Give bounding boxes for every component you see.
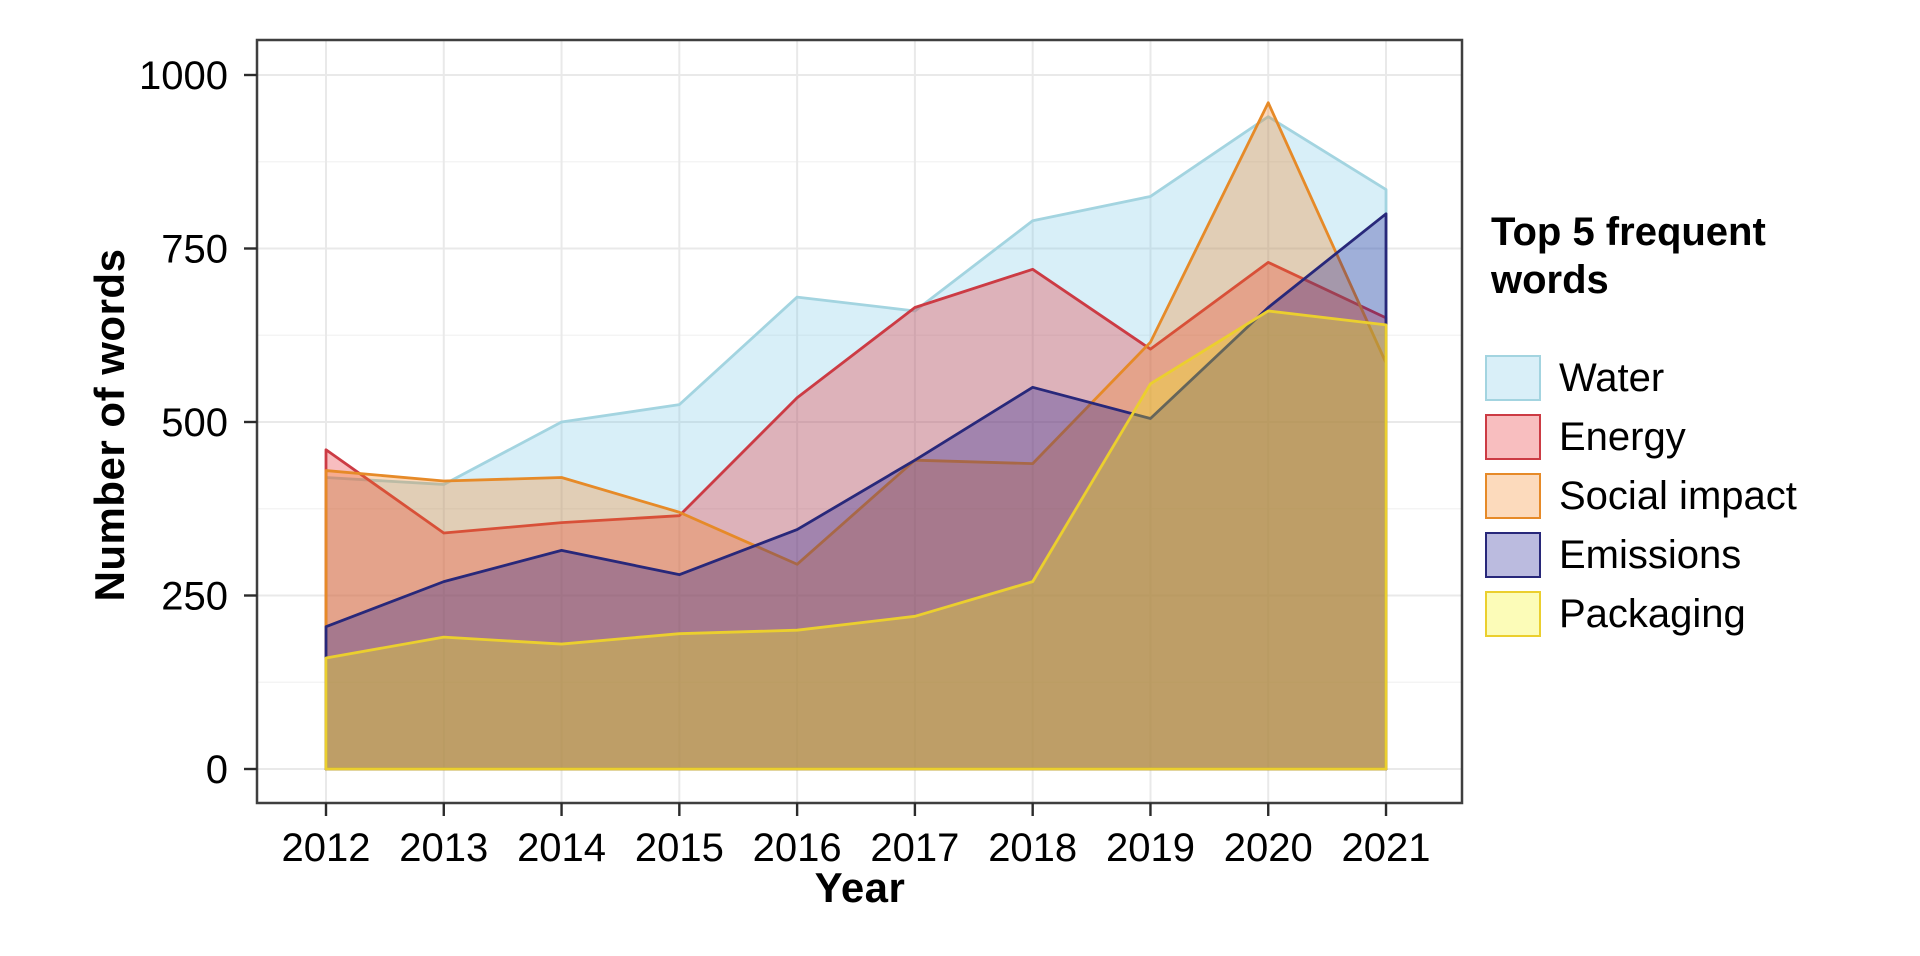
x-tick-label: 2017 (870, 826, 959, 870)
x-tick-label: 2021 (1342, 826, 1431, 870)
x-tick-label: 2012 (282, 826, 371, 870)
area-series-emissions (324, 212, 1388, 771)
y-axis-title: Number of words (86, 248, 133, 602)
legend-key-energy-swatch (1485, 414, 1541, 460)
legend-key-packaging-swatch (1485, 591, 1541, 637)
legend: Top 5 frequent words Water Energy Social… (1485, 208, 1905, 649)
legend-item-water: Water (1485, 354, 1905, 402)
x-tick-label: 2020 (1224, 826, 1313, 870)
y-tick-label: 1000 (139, 54, 228, 98)
legend-label-water: Water (1559, 355, 1665, 400)
x-tick-label: 2019 (1106, 826, 1195, 870)
y-tick-label: 500 (161, 401, 228, 445)
x-tick-label: 2013 (399, 826, 488, 870)
x-tick-label: 2015 (635, 826, 724, 870)
legend-item-energy: Energy (1485, 413, 1905, 461)
y-tick-label: 750 (161, 228, 228, 272)
x-axis-title: Year (814, 864, 906, 911)
legend-label-packaging: Packaging (1559, 591, 1746, 636)
y-tick-label: 250 (161, 575, 228, 619)
legend-key-water-swatch (1485, 355, 1541, 401)
area-series-packaging (324, 309, 1388, 771)
legend-label-energy: Energy (1559, 414, 1686, 459)
legend-key-emissions-swatch (1485, 532, 1541, 578)
legend-item-emissions: Emissions (1485, 531, 1905, 579)
y-tick-label: 0 (206, 748, 228, 792)
x-tick-label: 2018 (988, 826, 1077, 870)
legend-label-social-impact: Social impact (1559, 473, 1797, 518)
legend-key-social-impact-swatch (1485, 473, 1541, 519)
legend-item-social-impact: Social impact (1485, 472, 1905, 520)
area-series-water (324, 115, 1388, 771)
legend-title: Top 5 frequent words (1491, 210, 1766, 302)
x-tick-label: 2014 (517, 826, 606, 870)
legend-item-packaging: Packaging (1485, 590, 1905, 638)
x-tick-label: 2016 (753, 826, 842, 870)
legend-label-emissions: Emissions (1559, 532, 1742, 577)
